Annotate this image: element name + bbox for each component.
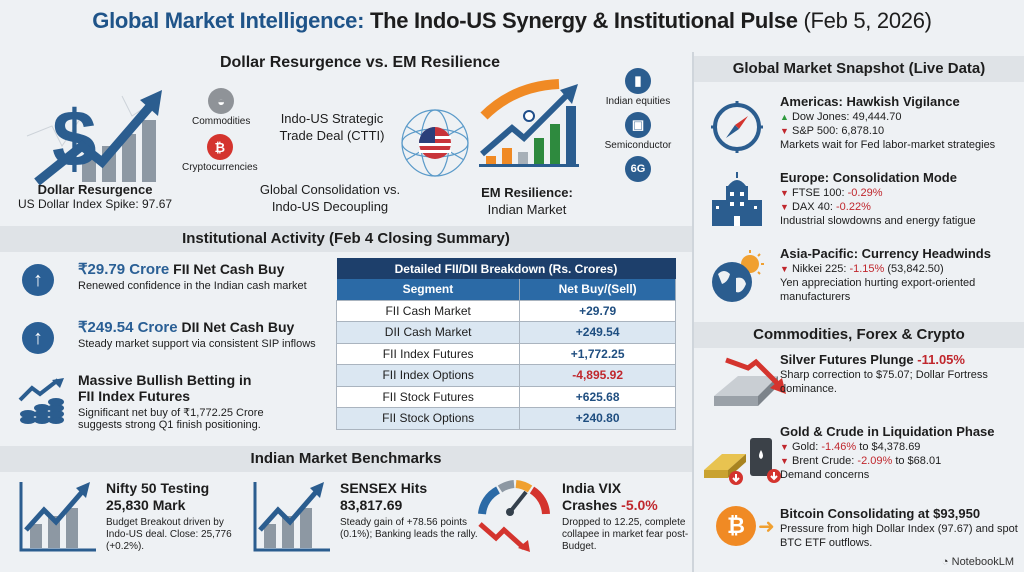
hero-heading: Dollar Resurgence vs. EM Resilience — [219, 54, 501, 71]
sector-6g: 6G — [598, 156, 678, 184]
nifty-card: Nifty 50 Testing 25,830 Mark Budget Break… — [18, 478, 238, 558]
dollar-chart-icon: $ — [26, 90, 162, 186]
commodities-badge: ◒ Commodities — [192, 88, 250, 127]
compass-icon — [711, 101, 763, 153]
triangle-down-icon: ▼ — [780, 202, 789, 212]
sector-indian-equities: ▮ Indian equities — [598, 68, 678, 107]
triangle-up-icon: ▲ — [780, 112, 789, 122]
page-title: Global Market Intelligence: The Indo-US … — [92, 8, 932, 33]
india-growth-chart-icon — [479, 79, 579, 167]
arrow-right-icon: ➜ — [758, 516, 775, 538]
fii-dii-table: Detailed FII/DII Breakdown (Rs. Crores) … — [335, 258, 676, 430]
hero-section: Dollar Resurgence vs. EM Resilience $ Do… — [0, 46, 692, 224]
bar-chart-growth-icon — [253, 482, 330, 552]
gauge-decline-icon — [478, 480, 550, 552]
institutional-heading: Institutional Activity (Feb 4 Closing Su… — [0, 226, 692, 252]
table-row: FII Cash Market +29.79 — [335, 299, 676, 322]
notebooklm-logo-icon: ◔ — [941, 556, 949, 568]
table-row: FII Stock Options +240.80 — [335, 407, 676, 430]
triangle-down-icon: ▼ — [780, 126, 789, 136]
chart-icon: ▮ — [625, 68, 651, 94]
commodities-icon: ◒ — [208, 88, 235, 114]
snapshot-heading: Global Market Snapshot (Live Data) — [694, 56, 1024, 82]
fii-cash-item: ↑ ₹29.79 Crore FII Net Cash Buy Renewed … — [18, 260, 338, 300]
bitcoin-icon: ₿ — [716, 506, 756, 546]
arrow-up-icon: ↑ — [22, 322, 54, 354]
notebooklm-brand: ◔ NotebookLM — [941, 556, 1014, 568]
arrow-up-icon: ↑ — [22, 264, 54, 296]
chip-icon: ▣ — [625, 112, 651, 138]
dollar-caption: Dollar Resurgence US Dollar Index Spike:… — [17, 182, 173, 211]
silver-item: Silver Futures Plunge -11.05% Sharp corr… — [780, 352, 988, 395]
consolidation-label: Global Consolidation vs. Indo-US Decoupl… — [259, 182, 401, 214]
commodities-heading: Commodities, Forex & Crypto — [694, 322, 1024, 348]
sector-semiconductor: ▣ Semiconductor — [598, 112, 678, 151]
vix-card: India VIX Crashes -5.0% Dropped to 12.25,… — [474, 478, 694, 558]
coins-growth-icon — [18, 378, 64, 424]
gold-oil-icon — [704, 438, 781, 485]
building-icon — [712, 172, 762, 226]
table-row: FII Stock Futures +625.68 — [335, 385, 676, 408]
globe-sun-icon — [712, 250, 764, 302]
bar-chart-growth-icon — [19, 482, 96, 552]
benchmarks-heading: Indian Market Benchmarks — [0, 446, 692, 472]
6g-icon: 6G — [625, 156, 651, 182]
asia-item: Asia-Pacific: Currency Headwinds ▼ Nikke… — [780, 246, 991, 303]
europe-item: Europe: Consolidation Mode ▼ FTSE 100: -… — [780, 170, 976, 227]
table-row: DII Cash Market +249.54 — [335, 321, 676, 344]
triangle-down-icon: ▼ — [780, 456, 789, 466]
sensex-card: SENSEX Hits 83,817.69 Steady gain of +78.… — [252, 478, 478, 558]
table-row: FII Index Options -4,895.92 — [335, 364, 676, 387]
silver-bar-decline-icon — [714, 357, 786, 406]
triangle-down-icon: ▼ — [780, 264, 789, 274]
bitcoin-item: Bitcoin Consolidating at $93,950 Pressur… — [780, 506, 1018, 549]
dii-cash-item: ↑ ₹249.54 Crore DII Net Cash Buy Steady … — [18, 318, 338, 358]
us-flag-network-icon — [401, 109, 469, 177]
gold-crude-item: Gold & Crude in Liquidation Phase ▼ Gold… — [780, 424, 995, 481]
em-caption: EM Resilience: Indian Market — [481, 185, 573, 217]
crypto-badge: ₿ Cryptocurrencies — [182, 134, 258, 173]
bitcoin-icon: ₿ — [206, 134, 233, 160]
fii-futures-item: Massive Bullish Betting in FII Index Fut… — [18, 372, 338, 436]
triangle-down-icon: ▼ — [780, 442, 789, 452]
right-panel: Global Market Snapshot (Live Data) Ameri… — [692, 52, 1024, 572]
trade-deal-label: Indo-US Strategic Trade Deal (CTTI) — [279, 111, 385, 143]
americas-item: Americas: Hawkish Vigilance ▲ Dow Jones:… — [780, 94, 996, 151]
triangle-down-icon: ▼ — [780, 188, 789, 198]
table-row: FII Index Futures +1,772.25 — [335, 342, 676, 365]
